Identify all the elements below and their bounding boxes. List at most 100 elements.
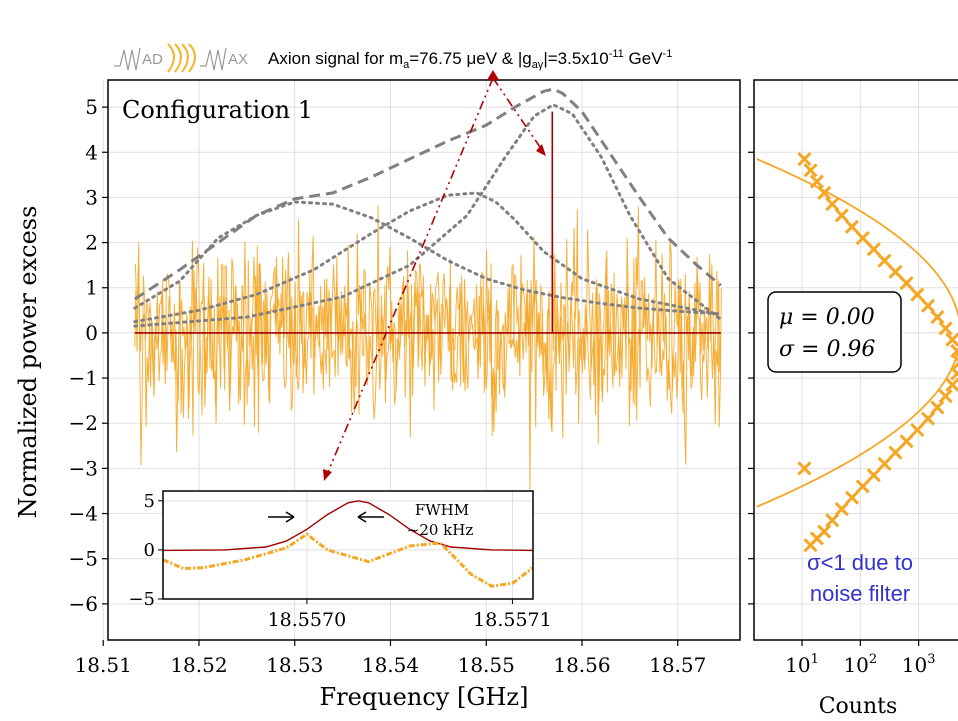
histogram-point: [803, 163, 818, 178]
histogram-point: [945, 332, 958, 347]
histogram-point: [877, 253, 892, 268]
inset-signal-line: [162, 500, 534, 552]
y-tick-label: 1: [85, 276, 98, 300]
histogram-point: [950, 366, 958, 381]
histogram-point: [877, 456, 892, 471]
y-tick-label: 3: [85, 185, 98, 209]
main-plot-frame: [107, 79, 741, 641]
histogram-point: [834, 208, 849, 223]
histogram-point: [855, 231, 870, 246]
inset-frame: [162, 490, 534, 600]
stats-mu: μ = 0.00: [779, 305, 875, 330]
note-line-2: noise filter: [810, 581, 910, 606]
histogram-point: [803, 538, 818, 553]
histogram-points: [797, 151, 958, 553]
y-tick-label: −3: [69, 456, 98, 480]
inset-plot-panel: 5 0 −5 18.5570 18.5571 FWHM ~20 kHz: [128, 490, 552, 631]
fwhm-value: ~20 kHz: [407, 521, 474, 539]
histogram-point: [930, 400, 945, 415]
y-tick-label: 5: [85, 95, 98, 119]
histogram-point: [910, 287, 925, 302]
histogram-point: [920, 411, 936, 426]
stats-sigma: σ = 0.96: [779, 337, 875, 362]
inset-y-tick-label: 0: [144, 540, 155, 561]
histogram-point: [952, 355, 958, 370]
x-tick-label: 18.56: [553, 653, 610, 677]
histogram-point: [888, 445, 903, 460]
histogram-point: [910, 422, 925, 438]
histogram-point: [899, 276, 914, 291]
madmax-logo: AD AX: [114, 43, 248, 73]
histogram-point: [809, 174, 824, 189]
histogram-point: [825, 197, 840, 212]
x-tick-label: 18.53: [266, 653, 323, 677]
histogram-panel: 101 102 103 μ = 0.00 σ = 0.96 σ<1 due to n…: [748, 79, 958, 719]
histogram-point: [855, 479, 870, 494]
signal-description: Axion signal for ma=76.75 μeV & |gaγ|=3.…: [268, 48, 672, 71]
histogram-point: [797, 461, 812, 476]
histogram-point: [920, 298, 936, 313]
histogram-point: [844, 219, 860, 234]
logo-letters-left: AD: [142, 51, 163, 68]
histogram-frame: [753, 79, 958, 641]
histogram-point: [866, 242, 881, 257]
histogram-gaussian-fit: [756, 158, 958, 508]
x-tick-label: 18.51: [75, 653, 132, 677]
y-tick-label: −1: [69, 366, 98, 390]
hist-x-tick-label: 101: [785, 652, 819, 677]
histogram-point: [825, 513, 840, 528]
histogram-x-label: Counts: [819, 694, 898, 719]
x-tick-label: 18.52: [170, 653, 227, 677]
histogram-y-ticks: [748, 106, 754, 605]
x-axis-label: Frequency [GHz]: [320, 683, 529, 711]
y-tick-label: 2: [85, 231, 98, 255]
inset-curves: [162, 500, 534, 588]
histogram-point: [899, 434, 914, 449]
histogram-grid: [754, 80, 958, 640]
histogram-point: [938, 321, 953, 336]
hist-x-tick-label: 102: [843, 652, 877, 677]
y-tick-label: −4: [69, 502, 98, 526]
fwhm-arrows: [268, 511, 384, 523]
histogram-point: [950, 343, 958, 359]
fwhm-label: FWHM: [415, 501, 469, 519]
inset-x-tick-label: 18.5570: [268, 609, 347, 631]
y-tick-label: −5: [69, 547, 98, 571]
component-envelope-dotted: [133, 191, 723, 324]
histogram-point: [938, 389, 953, 404]
inset-data-line: [162, 532, 534, 588]
inset-x-ticks: 18.5570 18.5571: [268, 599, 552, 631]
y-tick-label: −6: [69, 592, 98, 616]
histogram-point: [888, 264, 903, 279]
y-tick-label: −2: [69, 411, 98, 435]
y-axis-label: Normalized power excess: [14, 206, 42, 519]
y-tick-label: 0: [85, 321, 98, 345]
inset-y-ticks: 5 0 −5: [128, 491, 163, 610]
x-tick-label: 18.55: [458, 653, 515, 677]
configuration-label: Configuration 1: [122, 96, 313, 124]
y-tick-label: 4: [85, 140, 98, 164]
histogram-point: [866, 468, 881, 483]
noise-trace: [134, 205, 722, 492]
stats-box: [767, 291, 902, 373]
gaussian-fit-line: [756, 158, 958, 508]
x-tick-label: 18.57: [649, 653, 706, 677]
component-envelope-dotted: [133, 200, 723, 316]
main-x-ticks: 18.51 18.52 18.53 18.54 18.55 18.56 18.57: [75, 640, 706, 677]
envelope-curves: [133, 87, 723, 334]
note-line-1: σ<1 due to: [807, 550, 913, 575]
inset-x-tick-label: 18.5571: [473, 609, 552, 631]
histogram-x-ticks: 101 102 103: [785, 640, 936, 677]
histogram-point: [797, 151, 812, 167]
histogram-point: [817, 185, 832, 200]
histogram-point: [945, 377, 958, 392]
histogram-point: [844, 490, 860, 505]
noise-line: [134, 205, 722, 466]
inset-y-tick-label: −5: [128, 589, 155, 610]
main-y-ticks: 5 4 3 2 1 0 −1 −2 −3 −4 −5 −6: [69, 95, 108, 616]
signal-pointer-arrows: [323, 70, 546, 481]
logo-letters-right: AX: [228, 51, 248, 68]
histogram-point: [834, 501, 849, 517]
